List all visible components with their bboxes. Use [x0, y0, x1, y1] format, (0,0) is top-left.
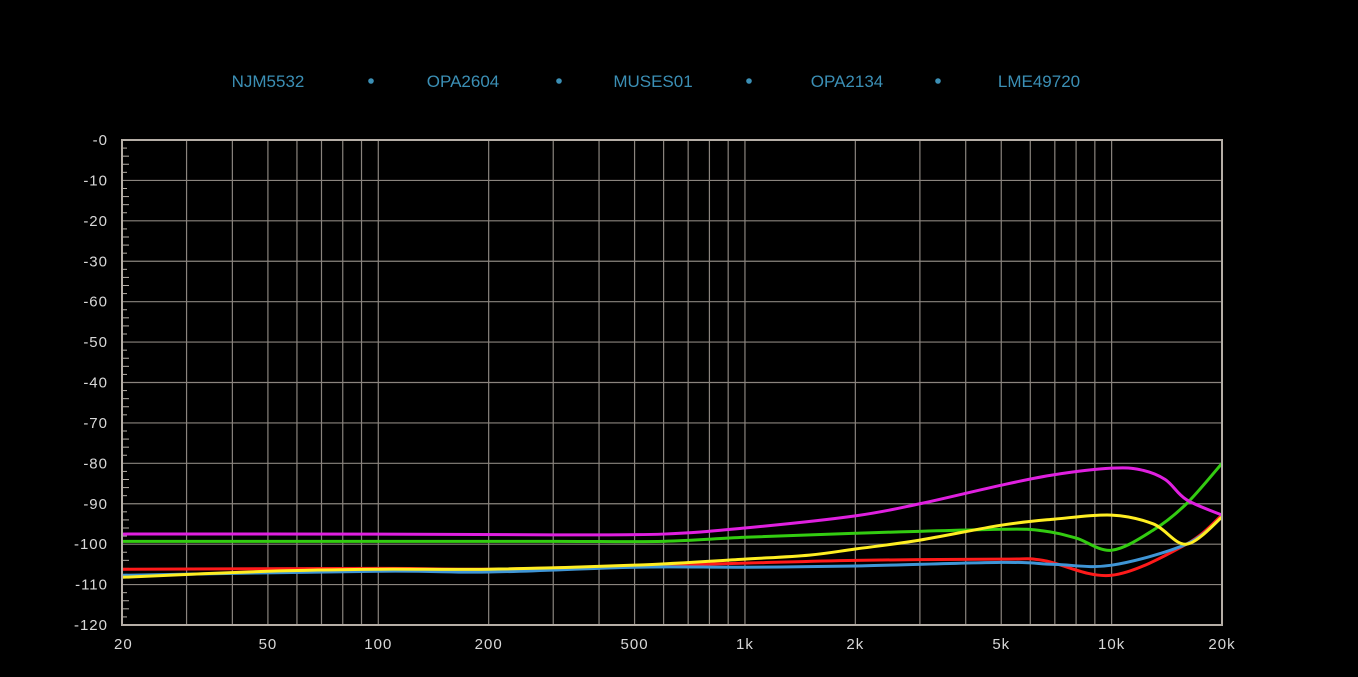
y-tick-label: -80 — [83, 455, 108, 472]
legend-separator-dot — [368, 78, 374, 84]
legend-item: NJM5532 — [232, 72, 305, 91]
x-axis: 20 50 100 200 500 1k 2k 5k 10k 20k — [114, 636, 1235, 653]
y-axis: -0 -10 -20 -30 -60 -50 -40 -70 -80 -90 -100 -110 -12… — [74, 132, 129, 634]
y-tick-label: -0 — [93, 132, 108, 149]
x-tick-label: 100 — [364, 636, 392, 653]
y-tick-label: -60 — [83, 294, 108, 311]
series-line-opa2604 — [122, 462, 1224, 552]
y-tick-label: -100 — [74, 536, 108, 553]
series-line-lme49720 — [121, 513, 1223, 579]
x-tick-label: 1k — [736, 636, 754, 653]
x-tick-label: 500 — [621, 636, 649, 653]
y-tick-label: -90 — [83, 496, 108, 513]
x-tick-label: 50 — [259, 636, 278, 653]
legend-item: MUSES01 — [613, 72, 692, 91]
y-tick-label: -120 — [74, 617, 108, 634]
legend-separator-dot — [746, 78, 752, 84]
y-tick-label: -10 — [83, 172, 108, 189]
x-tick-label: 20 — [114, 636, 133, 653]
y-tick-label: -50 — [83, 334, 108, 351]
series-lines — [121, 462, 1224, 579]
legend-separator-dot — [935, 78, 941, 84]
series-line-opa2134 — [121, 515, 1223, 577]
legend-item: LME49720 — [998, 72, 1080, 91]
y-tick-label: -40 — [83, 375, 108, 392]
legend-item: OPA2604 — [427, 72, 499, 91]
x-tick-label: 200 — [475, 636, 503, 653]
x-tick-label: 20k — [1208, 636, 1235, 653]
legend: NJM5532 OPA2604 MUSES01 OPA2134 LME49720 — [232, 72, 1081, 91]
legend-item: OPA2134 — [811, 72, 883, 91]
x-tick-label: 10k — [1098, 636, 1125, 653]
plot-frame — [121, 139, 1223, 626]
x-tick-label: 2k — [846, 636, 864, 653]
y-tick-label: -30 — [83, 253, 108, 270]
series-line-muses01 — [121, 466, 1223, 537]
grid — [121, 139, 1223, 626]
y-tick-label: -110 — [75, 577, 108, 594]
y-tick-label: -20 — [83, 213, 108, 230]
x-tick-label: 5k — [992, 636, 1010, 653]
y-tick-label: -70 — [83, 415, 108, 432]
legend-separator-dot — [556, 78, 562, 84]
